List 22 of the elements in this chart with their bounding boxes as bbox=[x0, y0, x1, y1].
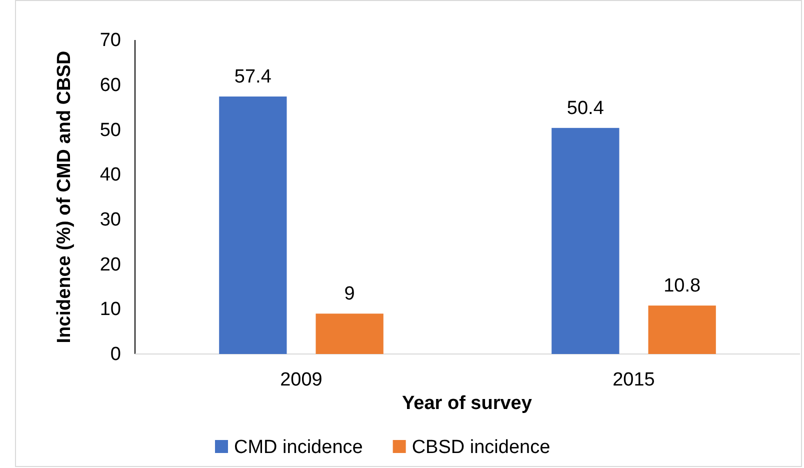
bar bbox=[552, 128, 620, 354]
y-tick-label: 50 bbox=[100, 120, 121, 141]
y-tick-label: 70 bbox=[100, 30, 121, 52]
legend-label: CBSD incidence bbox=[412, 437, 550, 458]
x-tick-label: 2009 bbox=[280, 369, 322, 390]
y-tick-label: 10 bbox=[100, 299, 121, 320]
y-tick-label: 40 bbox=[100, 164, 121, 186]
data-label: 10.8 bbox=[664, 276, 701, 297]
data-label: 50.4 bbox=[566, 98, 604, 119]
bar bbox=[316, 314, 384, 354]
y-tick-label: 20 bbox=[100, 254, 121, 276]
bar bbox=[219, 96, 287, 354]
y-tick-label: 30 bbox=[100, 210, 121, 231]
y-axis-title: Incidence (%) of CMD and CBSD bbox=[54, 50, 75, 344]
legend-label: CMD incidence bbox=[234, 437, 363, 458]
data-label: 9 bbox=[344, 284, 355, 305]
data-label: 57.4 bbox=[234, 66, 272, 88]
x-tick-label: 2015 bbox=[612, 369, 655, 390]
x-axis-title: Year of survey bbox=[402, 393, 532, 414]
bar bbox=[648, 306, 716, 354]
y-tick-label: 0 bbox=[110, 344, 121, 366]
y-tick-label: 60 bbox=[100, 74, 121, 96]
